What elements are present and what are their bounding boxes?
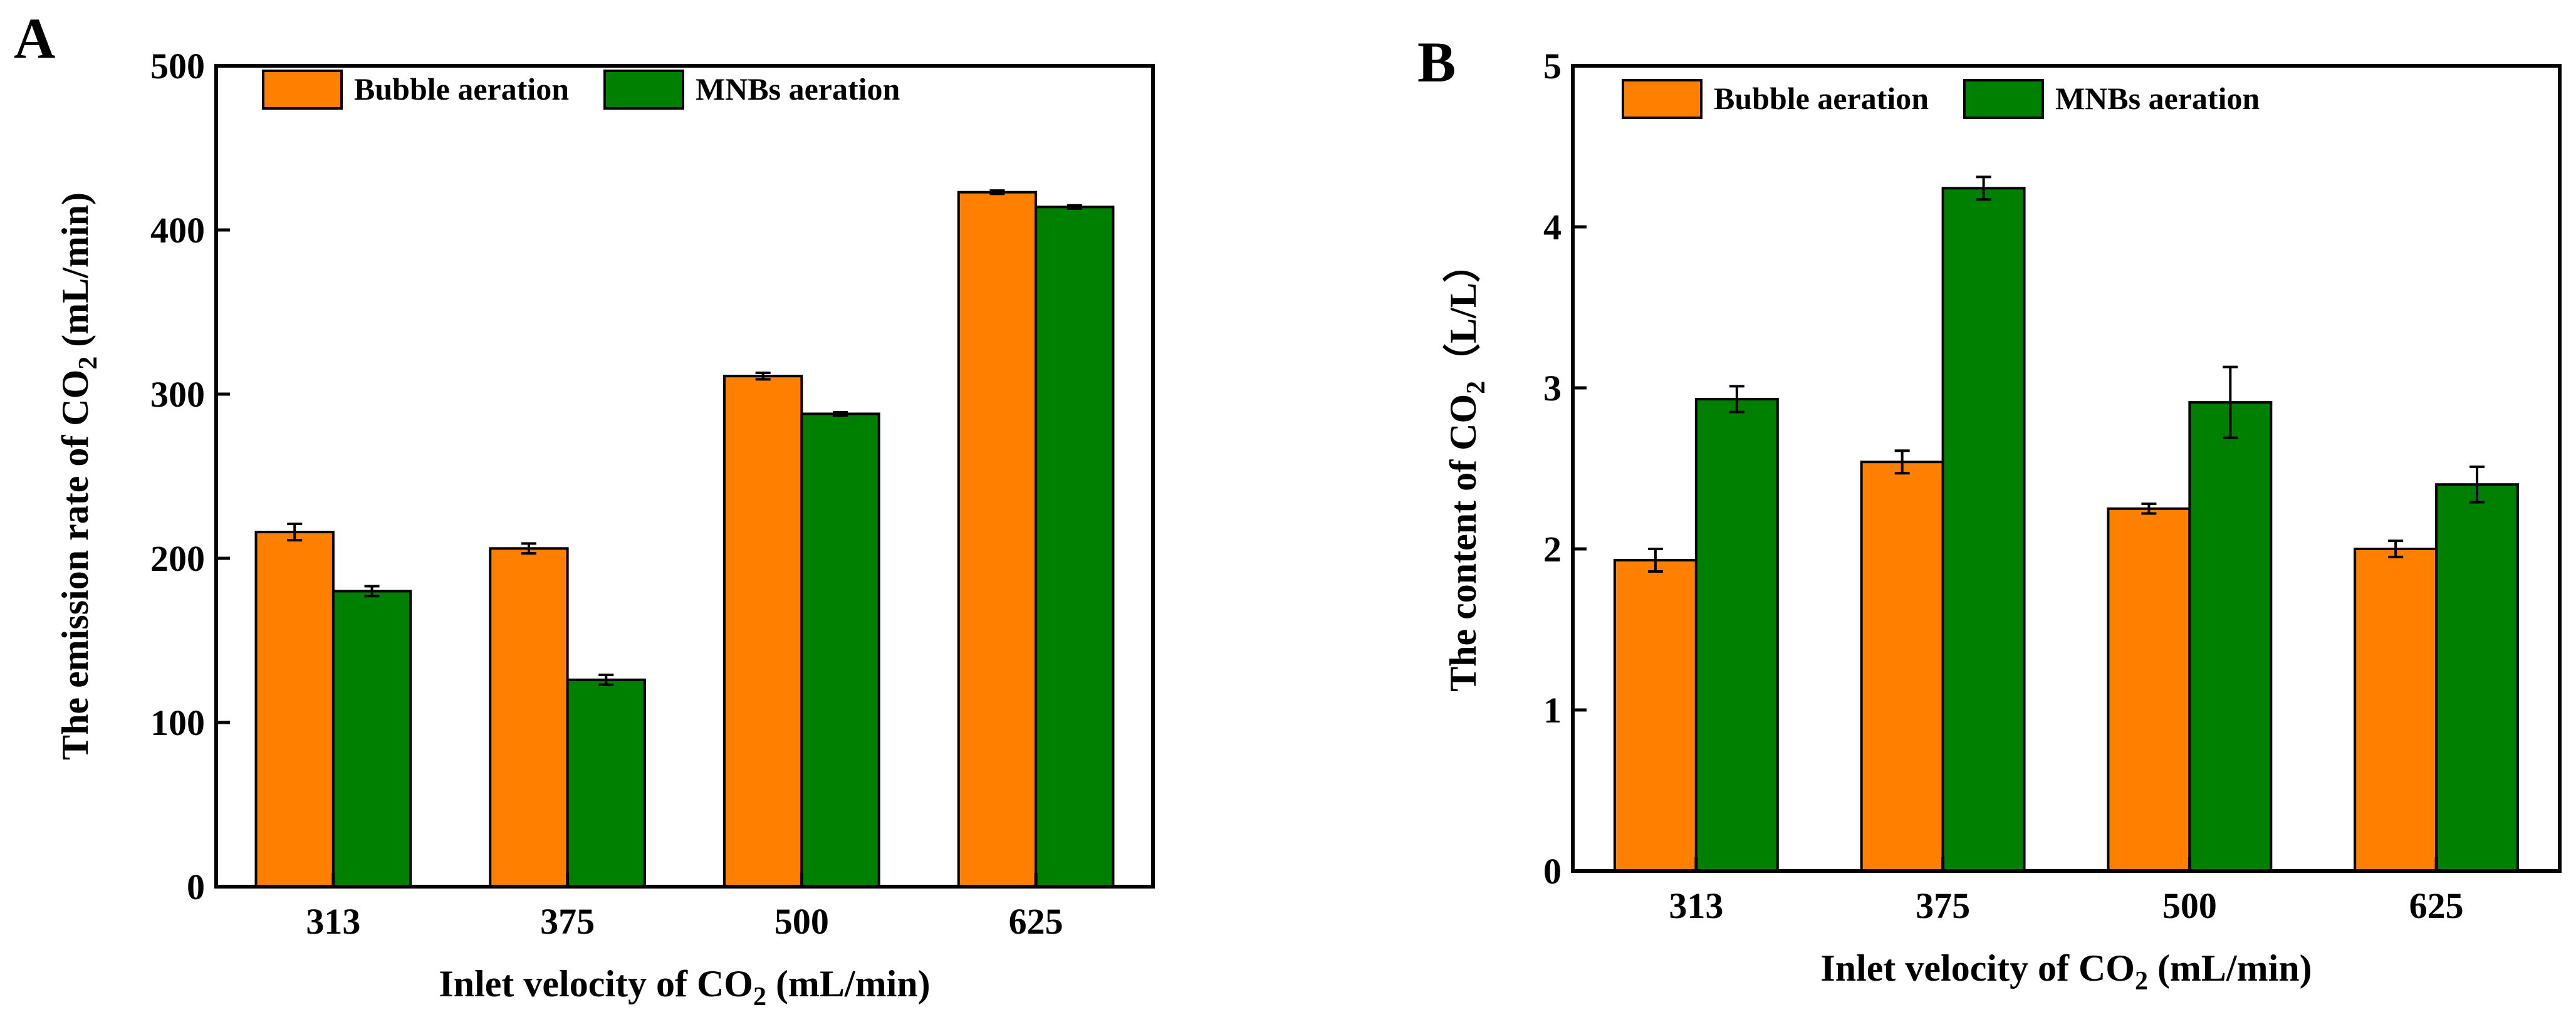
- bar-mnbs-500: [2188, 401, 2273, 872]
- legend: Bubble aeration MNBs aeration: [262, 70, 900, 110]
- error-bar: [833, 410, 848, 417]
- legend-swatch-bubble: [1622, 79, 1703, 119]
- error-bar: [2388, 540, 2404, 558]
- y-tick-label: 3: [1543, 368, 1562, 409]
- bar-bubble-625: [2354, 548, 2438, 872]
- panel-letter: B: [1417, 30, 1456, 94]
- bar-mnbs-625: [1035, 206, 1115, 889]
- error-bar: [2141, 503, 2157, 515]
- plot-frame: [1571, 64, 2562, 873]
- error-bar: [1976, 175, 1991, 201]
- y-axis-label: The emission rate of CO2 (mL/min): [55, 192, 103, 760]
- error-bar: [364, 585, 380, 598]
- y-tick-label: 2: [1543, 529, 1562, 570]
- bar-bubble-625: [957, 190, 1038, 888]
- error-bar: [287, 522, 303, 542]
- bar-bubble-313: [254, 531, 335, 888]
- legend-swatch-bubble: [262, 70, 343, 110]
- y-tick-label: 5: [1543, 46, 1562, 86]
- y-tick-label: 4: [1543, 207, 1562, 248]
- bar-bubble-375: [489, 547, 569, 888]
- bar-bubble-500: [2107, 507, 2191, 872]
- bar-bubble-500: [723, 375, 803, 888]
- error-bar: [1894, 449, 1910, 475]
- legend-swatch-mnbs: [603, 70, 684, 110]
- x-tick-label: 625: [2409, 885, 2464, 926]
- y-axis-label: The content of CO2（L/L）: [1442, 245, 1491, 692]
- x-tick-label: 313: [306, 901, 360, 942]
- error-bar: [2469, 465, 2485, 504]
- error-bar: [755, 371, 771, 381]
- x-tick-label: 313: [1669, 885, 1723, 926]
- y-tick-label: 500: [150, 46, 205, 86]
- error-bar: [989, 189, 1005, 196]
- legend-label: Bubble aeration: [1714, 81, 1929, 116]
- x-tick-label: 375: [540, 901, 595, 942]
- y-tick-label: 0: [187, 867, 205, 907]
- error-bar: [598, 674, 614, 686]
- bar-mnbs-375: [566, 678, 646, 888]
- x-axis-label: Inlet velocity of CO2 (mL/min): [1820, 947, 2312, 996]
- y-tick-label: 200: [150, 538, 205, 579]
- bar-mnbs-375: [1941, 187, 2026, 873]
- bar-mnbs-625: [2435, 483, 2520, 872]
- x-tick-label: 375: [1916, 885, 1970, 926]
- x-tick-label: 500: [774, 901, 829, 942]
- x-tick-label: 500: [2162, 885, 2217, 926]
- x-axis-label: Inlet velocity of CO2 (mL/min): [439, 963, 930, 1011]
- y-tick-label: 1: [1543, 690, 1562, 731]
- legend-label: MNBs aeration: [2055, 81, 2260, 116]
- bar-bubble-313: [1613, 558, 1697, 872]
- error-bar: [1647, 548, 1663, 573]
- legend: Bubble aeration MNBs aeration: [1622, 79, 2260, 119]
- legend-swatch-mnbs: [1963, 79, 2044, 119]
- error-bar: [1066, 204, 1082, 210]
- chart-panel-a: A 0 100 200 300 400 500 313 375 500 625 Inlet veloc…: [14, 6, 1155, 1011]
- bar-bubble-375: [1860, 461, 1944, 872]
- legend-label: Bubble aeration: [354, 71, 569, 107]
- error-bar: [521, 542, 536, 555]
- y-tick-label: 400: [150, 210, 205, 251]
- x-tick-label: 625: [1009, 901, 1063, 942]
- plot-frame: [214, 64, 1155, 889]
- bar-mnbs-500: [800, 412, 880, 888]
- chart-panel-b: B 0 1 2 3 4 5 313 375 500 625 Inlet velocity of CO2…: [1417, 30, 2562, 996]
- y-tick-label: 100: [150, 702, 205, 743]
- panel-letter: A: [14, 6, 55, 70]
- y-tick-label: 0: [1543, 851, 1562, 892]
- bar-mnbs-313: [331, 590, 412, 889]
- legend-label: MNBs aeration: [696, 71, 900, 107]
- error-bar: [1729, 385, 1744, 414]
- error-bar: [2223, 365, 2238, 439]
- y-tick-label: 300: [150, 374, 205, 415]
- bar-mnbs-313: [1694, 397, 1779, 872]
